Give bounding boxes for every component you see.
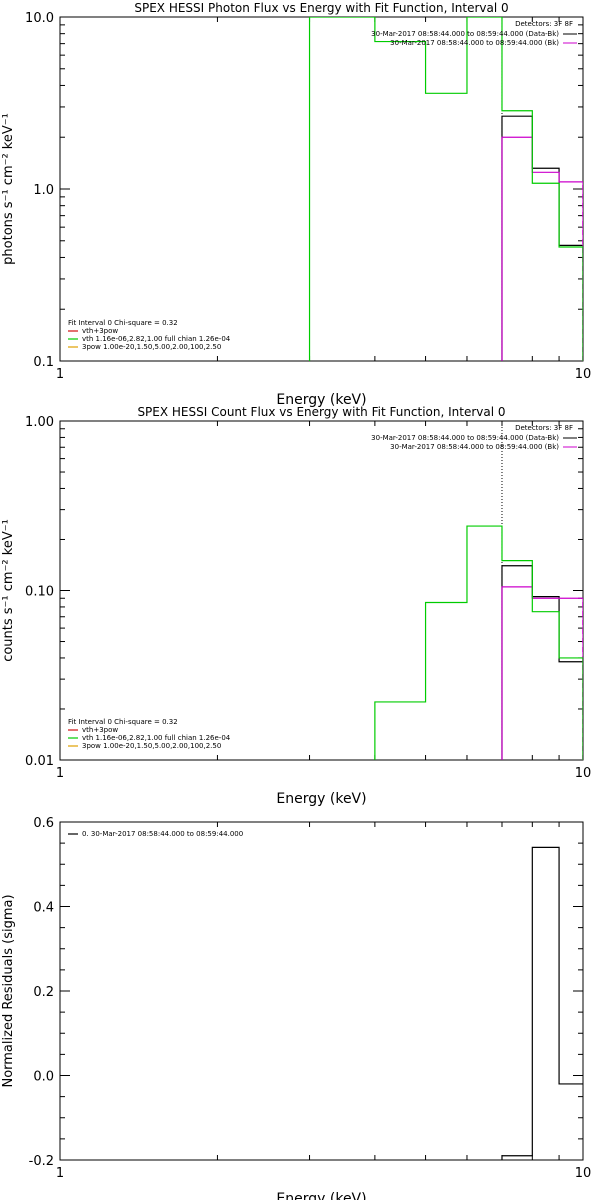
legend-left-title: Fit Interval 0 Chi-square = 0.32 [68,718,178,726]
legend-right-entry: 30-Mar-2017 08:58:44.000 to 08:59:44.000… [371,30,559,38]
plot-frame [59,16,584,362]
y-tick-label: 1.00 [25,415,54,430]
legend-left-entry: vth+3pow [82,726,118,734]
series-1-step-line [501,115,583,361]
x-tick-label: 1 [56,1166,64,1181]
y-tick-label: 0.6 [33,816,54,831]
series-1-step-line [501,846,583,1160]
x-tick-label: 10 [575,766,592,781]
plot-frame [59,821,584,1161]
legend-left-entry: 3pow 1.00e-20,1.50,5.00,2.00,100,2.50 [82,742,221,750]
chart-panel-1 [59,16,584,362]
x-tick-label: 10 [575,367,592,382]
series-group [501,846,583,1160]
x-tick-label: 1 [56,766,64,781]
series-2-step-line [501,136,583,361]
legend-left-entry: 0. 30-Mar-2017 08:58:44.000 to 08:59:44.… [82,830,243,838]
x-axis-label: Energy (keV) [276,1191,366,1200]
y-tick-label: 0.0 [33,1070,54,1085]
series-1-step-line [501,565,583,760]
legend-right-title: Detectors: 3F 8F [515,424,573,432]
legend-left-entry: vth+3pow [82,327,118,335]
series-group [308,17,583,361]
x-tick-label: 10 [575,1166,592,1181]
legend-left-entry: 3pow 1.00e-20,1.50,5.00,2.00,100,2.50 [82,343,221,351]
y-axis-label: counts s⁻¹ cm⁻² keV⁻¹ [1,519,16,662]
y-axis-label: Normalized Residuals (sigma) [1,894,16,1087]
y-tick-label: 1.0 [33,183,54,198]
legend-right-entry: 30-Mar-2017 08:58:44.000 to 08:59:44.000… [390,39,559,47]
y-tick-label: 0.1 [33,355,54,370]
chart-title: SPEX HESSI Count Flux vs Energy with Fit… [137,405,505,419]
x-tick-label: 1 [56,367,64,382]
chart-title: SPEX HESSI Photon Flux vs Energy with Fi… [134,1,508,15]
series-3-step-line [374,525,583,760]
x-axis-label: Energy (keV) [276,392,366,408]
y-tick-label: 0.4 [33,901,54,916]
y-tick-label: 0.01 [25,754,54,769]
legend-right-title: Detectors: 3F 8F [515,20,573,28]
legend-right-entry: 30-Mar-2017 08:58:44.000 to 08:59:44.000… [390,443,559,451]
chart-panel-3 [59,821,584,1161]
y-tick-label: 0.2 [33,985,54,1000]
series-group [374,525,583,760]
series-2-step-line [501,586,583,760]
y-tick-label: 0.10 [25,585,54,600]
y-tick-label: -0.2 [29,1154,54,1169]
x-axis-label: Energy (keV) [276,791,366,807]
legend-left-entry: vth 1.16e-06,2.82,1.00 full chian 1.26e-… [82,335,231,343]
chart-panel-2 [59,420,584,761]
series-3-step-line [308,17,583,361]
y-axis-label: photons s⁻¹ cm⁻² keV⁻¹ [1,113,16,265]
legend-left-title: Fit Interval 0 Chi-square = 0.32 [68,319,178,327]
legend-left-entry: vth 1.16e-06,2.82,1.00 full chian 1.26e-… [82,734,231,742]
plot-frame [59,420,584,761]
legend-right-entry: 30-Mar-2017 08:58:44.000 to 08:59:44.000… [371,434,559,442]
y-tick-label: 10.0 [25,11,54,26]
